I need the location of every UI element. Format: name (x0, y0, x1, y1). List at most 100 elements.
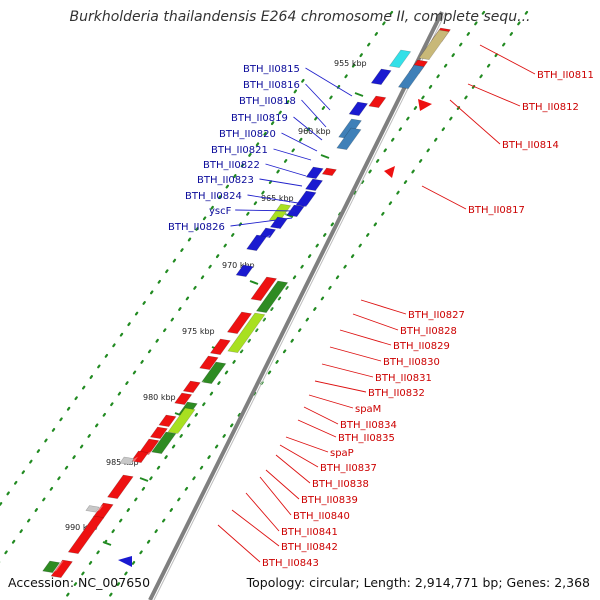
gene-block (107, 474, 134, 499)
forward-gene-label: BTH_II0834 (340, 420, 397, 431)
scale-tick-mark (354, 92, 364, 97)
gene-block (368, 95, 387, 108)
gene-block-highlight (237, 311, 256, 334)
forward-leader-line (265, 469, 300, 500)
gene-block-highlight (177, 407, 200, 434)
scale-tick-label: 980 kbp (143, 393, 176, 402)
reverse-gene-label: BTH_II0816 (243, 80, 300, 91)
gene-block (336, 127, 362, 150)
gene-block-highlight (441, 27, 455, 42)
gene-block (259, 227, 277, 238)
gene-block-highlight (381, 68, 396, 85)
forward-gene-label: BTH_II0840 (293, 511, 350, 522)
gene-block (250, 276, 278, 301)
gene-block (227, 312, 266, 353)
forward-gene-label: BTH_II0838 (312, 479, 369, 490)
forward-gene-label: BTH_II0839 (301, 495, 358, 506)
scale-tick-label: 990 kbp (65, 523, 98, 532)
backbone-line (148, 11, 444, 600)
forward-gene-label: BTH_II0828 (400, 326, 457, 337)
gene-block-highlight (61, 559, 77, 578)
forward-gene-label: BTH_II0811 (537, 70, 594, 81)
gene-block (370, 68, 392, 85)
gene-block (130, 450, 149, 463)
reverse-gene-label: BTH_II0822 (203, 160, 260, 171)
gene-block (167, 407, 196, 434)
forward-gene-label: BTH_II0827 (408, 310, 465, 321)
reverse-leader-line (305, 83, 331, 111)
dotted-track-1 (0, 78, 305, 507)
gene-block-highlight (279, 203, 295, 222)
gene-block (158, 414, 177, 427)
reverse-leader-line (235, 209, 296, 212)
gene-block-highlight (419, 59, 432, 74)
topology-text: Topology: circular; Length: 2,914,771 bp… (246, 575, 590, 590)
gene-block (67, 515, 105, 554)
gene-block-highlight (316, 166, 328, 179)
forward-gene-label: BTH_II0842 (281, 542, 338, 553)
gene-block-highlight (129, 456, 139, 465)
forward-leader-line (217, 524, 261, 563)
gene-block (151, 431, 177, 454)
forward-gene-label: BTH_II0841 (281, 527, 338, 538)
forward-leader-line (449, 99, 501, 145)
gene-block-highlight (378, 95, 390, 108)
gene-block-highlight (260, 276, 281, 301)
forward-gene-label: BTH_II0812 (522, 102, 579, 113)
forward-leader-line (479, 44, 536, 75)
forward-gene-label: BTH_II0829 (393, 341, 450, 352)
scale-tick-label: 970 kbp (222, 261, 255, 270)
scale-tick-mark (284, 213, 294, 218)
gene-block-highlight (184, 392, 196, 405)
gene-block (388, 49, 412, 68)
forward-gene-label: spaM (355, 404, 381, 415)
gene-block-highlight (408, 64, 429, 89)
reverse-leader-line (281, 132, 318, 152)
gene-block-highlight (237, 312, 269, 353)
forward-leader-line (297, 419, 337, 438)
forward-leader-line (339, 329, 392, 346)
forward-leader-line (421, 185, 467, 210)
reverse-gene-label: BTH_II0820 (219, 129, 276, 140)
forward-leader-line (285, 436, 329, 453)
reverse-gene-label: BTH_II0823 (197, 175, 254, 186)
forward-gene-label: BTH_II0817 (468, 205, 525, 216)
gene-block-highlight (246, 264, 258, 277)
forward-leader-line (231, 509, 280, 547)
forward-leader-line (259, 476, 292, 516)
forward-gene-label: spaP (330, 448, 354, 459)
reverse-leader-line (259, 178, 303, 187)
gene-block-highlight (359, 101, 372, 116)
gene-block-highlight (220, 338, 235, 355)
gene-block (286, 204, 305, 217)
gene-block-highlight (141, 450, 153, 463)
gene-arrow (118, 556, 132, 567)
gene-block (174, 392, 193, 405)
forward-gene-label: BTH_II0843 (262, 558, 319, 569)
reverse-leader-line (293, 116, 323, 141)
forward-leader-line (352, 313, 399, 331)
forward-leader-line (275, 454, 311, 484)
gene-block-highlight (78, 515, 108, 554)
gene-block (119, 456, 135, 465)
gene-block-highlight (103, 502, 118, 519)
forward-leader-line (329, 346, 382, 362)
forward-gene-label: BTH_II0832 (368, 388, 425, 399)
gene-block (235, 264, 254, 277)
gene-block-highlight (280, 216, 292, 229)
gene-block-highlight (399, 49, 415, 68)
gene-block (201, 361, 227, 384)
scale-tick-mark (320, 154, 330, 159)
gene-block (269, 216, 288, 229)
reverse-leader-line (273, 148, 312, 161)
gene-block-highlight (117, 474, 138, 499)
reverse-leader-line (301, 99, 327, 128)
gene-block-highlight (256, 234, 271, 251)
reverse-leader-line (305, 67, 353, 97)
forward-leader-line (303, 406, 339, 425)
gene-block-highlight (269, 227, 280, 238)
gene-block (149, 426, 168, 439)
reverse-gene-label: BTH_II0818 (239, 96, 296, 107)
forward-leader-line (308, 394, 354, 409)
